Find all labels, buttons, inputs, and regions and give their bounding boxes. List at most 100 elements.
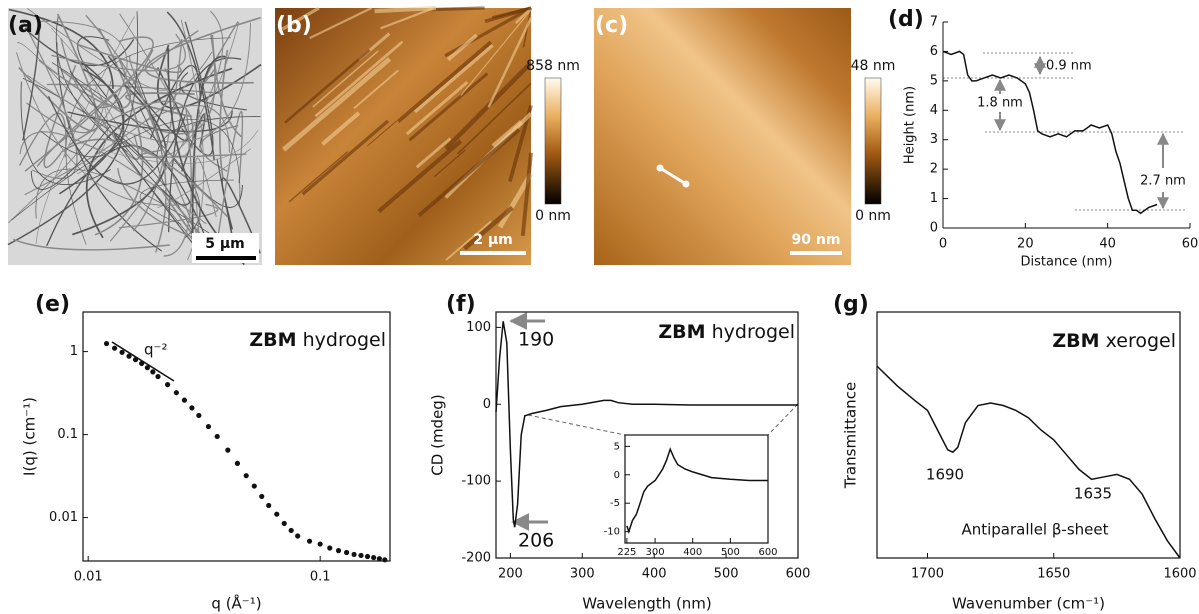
streak — [434, 149, 466, 177]
fiber — [216, 110, 244, 244]
annotation: q⁻² — [144, 341, 167, 359]
inset-bg — [625, 435, 768, 543]
x-tick-label: 500 — [721, 547, 740, 558]
x-tick-label: 600 — [758, 547, 777, 558]
fiber — [76, 43, 182, 74]
fiber — [143, 104, 231, 153]
colorbar-min: 0 nm — [535, 208, 571, 224]
x-tick-label: 1700 — [911, 567, 944, 582]
data-point — [165, 382, 171, 388]
data-point — [103, 340, 110, 347]
data-point — [335, 548, 342, 554]
x-tick-label: 60 — [1182, 237, 1199, 252]
x-tick-label: 500 — [714, 567, 739, 582]
data-point — [243, 473, 249, 479]
fiber — [86, 67, 233, 239]
y-tick-label: 3 — [930, 132, 938, 147]
data-point — [132, 357, 139, 363]
fiber — [199, 124, 239, 172]
y-axis-label: Height (nm) — [903, 86, 918, 164]
panel-label: (c) — [595, 13, 628, 38]
annotation: 1635 — [1074, 485, 1112, 503]
scale-bar — [196, 256, 256, 260]
data-point — [281, 520, 287, 527]
fiber — [24, 36, 154, 172]
fiber — [26, 82, 97, 134]
fiber — [78, 130, 258, 164]
panel-label: (d) — [888, 7, 924, 32]
streak — [282, 57, 392, 152]
data-line — [942, 50, 1158, 215]
data-point — [155, 373, 161, 380]
y-tick-label: 100 — [466, 320, 491, 335]
fiber — [100, 21, 240, 157]
streak — [301, 119, 390, 196]
fiber — [95, 112, 140, 161]
data-line — [876, 365, 1181, 559]
fiber — [114, 132, 198, 250]
colorbar — [864, 77, 882, 205]
panel-label: (g) — [833, 292, 869, 317]
title-text: hydrogel — [712, 321, 795, 343]
title-text: hydrogel — [303, 329, 386, 351]
fiber — [55, 15, 128, 153]
plot-frame — [624, 434, 769, 544]
micrographs: (a) (b) (c) 5 µm 2 µm 90 nm 858 nm 0 nm … — [7, 5, 895, 266]
fiber — [194, 157, 217, 258]
data-point — [205, 423, 212, 430]
plot-frame — [876, 311, 1181, 559]
fiber — [167, 57, 242, 233]
streak — [408, 72, 489, 142]
fiber — [38, 58, 132, 109]
data-point — [274, 511, 280, 517]
x-tick-label: 200 — [498, 567, 523, 582]
x-axis-label: Wavenumber (cm⁻¹) — [952, 595, 1105, 613]
data-point — [358, 552, 364, 559]
x-axis-label: q (Å⁻¹) — [211, 594, 261, 613]
y-tick-label: -10 — [604, 527, 620, 538]
profile-end — [656, 164, 664, 172]
x-tick-label: 20 — [1017, 237, 1034, 252]
data-point — [382, 557, 388, 563]
fiber — [51, 33, 186, 72]
data-point — [126, 353, 132, 359]
data-point — [112, 345, 118, 351]
fiber — [132, 38, 183, 232]
streak — [457, 82, 532, 155]
fiber — [51, 27, 109, 175]
fiber — [59, 67, 125, 195]
fiber — [163, 107, 193, 257]
data-point — [376, 556, 382, 562]
streak — [487, 17, 533, 108]
plot-frame — [82, 311, 391, 562]
streak — [446, 33, 478, 62]
fiber — [191, 55, 227, 242]
fiber — [68, 100, 194, 149]
data-point — [295, 533, 301, 539]
colorbar-min: 0 nm — [855, 208, 891, 224]
streak — [462, 205, 514, 251]
y-tick-label: 5 — [930, 73, 938, 88]
streak — [491, 6, 532, 19]
fiber — [125, 92, 195, 118]
y-tick-label: 0 — [483, 397, 491, 412]
y-tick-label: -5 — [610, 498, 620, 509]
y-tick-label: 2 — [930, 162, 938, 177]
x-tick-label: 1650 — [1037, 567, 1070, 582]
inset-connector — [527, 414, 626, 436]
fiber — [19, 131, 207, 225]
panel-d-arrows — [994, 55, 1169, 210]
fiber — [36, 30, 199, 167]
fiber — [97, 80, 112, 126]
y-tick-label: 0 — [930, 221, 938, 236]
data-point — [196, 412, 202, 419]
streak — [374, 5, 437, 14]
streak — [396, 40, 493, 123]
streak — [353, 69, 400, 110]
x-tick-label: 600 — [786, 567, 811, 582]
inset-connector — [767, 403, 799, 436]
scale-bar — [790, 251, 842, 255]
fiber — [40, 11, 139, 158]
streak — [417, 128, 521, 217]
